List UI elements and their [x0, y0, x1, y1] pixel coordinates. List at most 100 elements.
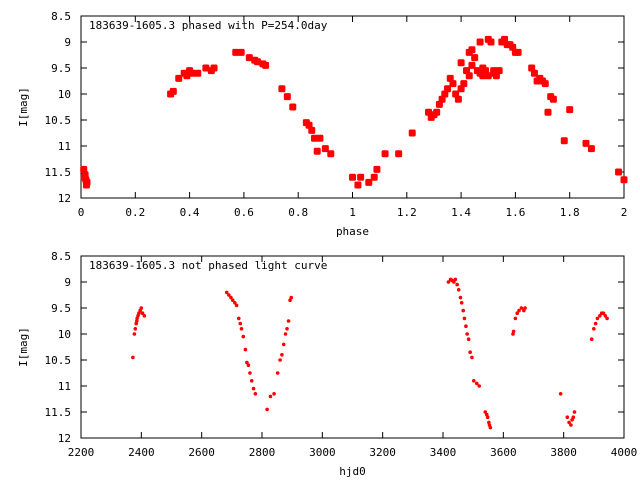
y-tick-label: 12 — [58, 192, 71, 205]
data-point — [477, 384, 482, 388]
data-point — [278, 358, 282, 362]
data-point — [283, 332, 288, 336]
data-point — [245, 360, 249, 365]
data-point — [408, 129, 416, 137]
data-point — [142, 314, 147, 318]
data-point — [357, 173, 365, 181]
chart-title: 183639-1605.3 not phased light curve — [89, 259, 327, 272]
data-point — [449, 80, 457, 88]
x-tick-label: 1.4 — [451, 206, 471, 219]
x-tick-label: 1.6 — [505, 206, 525, 219]
data-point — [454, 95, 462, 103]
data-point — [471, 379, 476, 383]
x-tick-label: 3200 — [369, 446, 396, 459]
data-point — [285, 327, 289, 331]
data-point — [468, 350, 472, 355]
y-axis-label: I[mag] — [17, 327, 30, 367]
data-point — [488, 425, 493, 430]
data-point — [587, 145, 595, 153]
data-point — [444, 85, 452, 93]
data-point — [433, 108, 441, 116]
data-point — [229, 295, 233, 300]
data-point — [470, 355, 474, 360]
data-point — [620, 176, 628, 184]
data-point — [446, 280, 451, 284]
data-point — [582, 139, 590, 147]
data-point — [458, 295, 463, 300]
data-point — [462, 316, 467, 321]
data-point — [268, 394, 273, 399]
data-point — [349, 173, 356, 181]
data-point — [515, 311, 520, 316]
y-tick-label: 9.5 — [51, 302, 71, 315]
data-point — [239, 327, 244, 331]
y-tick-label: 11 — [58, 380, 71, 393]
data-point — [286, 319, 291, 323]
data-point — [230, 298, 235, 303]
data-point — [560, 137, 568, 145]
data-point — [253, 58, 261, 66]
data-point — [523, 306, 527, 310]
y-tick-label: 8.5 — [51, 10, 71, 23]
data-point — [132, 332, 137, 336]
data-point — [471, 54, 479, 62]
data-point — [175, 74, 183, 82]
y-tick-label: 10.5 — [45, 354, 72, 367]
unphased-light-curve-panel: 2200 2400 2600 2800 3000 3200 3400 3600 3800 4000… — [17, 250, 637, 478]
data-point — [565, 415, 570, 420]
data-point — [233, 301, 237, 305]
x-tick-label: 0.4 — [180, 206, 200, 219]
data-point — [484, 72, 492, 80]
y-tick-label: 10 — [58, 88, 71, 101]
x-tick-label: 0.8 — [288, 206, 308, 219]
data-point — [595, 316, 600, 321]
data-point — [530, 69, 538, 77]
data-point — [373, 165, 381, 173]
data-point — [327, 150, 335, 158]
data-point — [133, 327, 138, 331]
data-points — [131, 277, 609, 430]
data-point — [265, 407, 269, 412]
y-tick-label: 9.5 — [51, 62, 71, 75]
data-point — [592, 327, 596, 331]
data-point — [243, 347, 248, 352]
y-tick-label: 10 — [58, 328, 71, 341]
data-point — [605, 316, 609, 321]
data-point — [453, 277, 458, 282]
data-point — [283, 93, 291, 101]
data-point — [566, 106, 574, 114]
data-point — [452, 280, 456, 284]
data-point — [251, 386, 256, 391]
data-point — [224, 290, 229, 295]
x-tick-label: 4000 — [611, 446, 638, 459]
data-point — [514, 48, 522, 56]
data-point — [139, 306, 144, 310]
data-point — [262, 61, 270, 69]
data-point — [131, 355, 135, 360]
data-point — [188, 69, 196, 77]
phased-light-curve-panel: 0 0.2 0.4 0.6 0.8 1 1.2 1.4 1.6 1.8 2 8.5 9 9.5 10 10.5… — [17, 10, 628, 238]
data-point — [241, 334, 246, 339]
data-point — [310, 134, 318, 142]
data-point — [365, 178, 373, 186]
data-point — [308, 126, 316, 134]
data-point — [272, 392, 276, 396]
data-point — [572, 410, 577, 414]
x-tick-label: 2400 — [128, 446, 155, 459]
data-point — [485, 415, 490, 420]
data-point — [461, 308, 466, 313]
data-point — [476, 38, 484, 46]
data-point — [135, 319, 139, 323]
x-axis-label: hjd0 — [339, 465, 366, 478]
axis-ticks: 2200 2400 2600 2800 3000 3200 3400 3600 3800 4000… — [45, 250, 638, 459]
data-point — [275, 371, 280, 375]
y-tick-label: 11.5 — [45, 406, 72, 419]
data-point — [234, 303, 239, 308]
data-point — [468, 46, 476, 54]
data-point — [465, 72, 473, 80]
data-point — [237, 48, 245, 56]
data-point — [289, 103, 297, 111]
plot-frame — [80, 15, 625, 199]
data-point — [210, 64, 218, 72]
